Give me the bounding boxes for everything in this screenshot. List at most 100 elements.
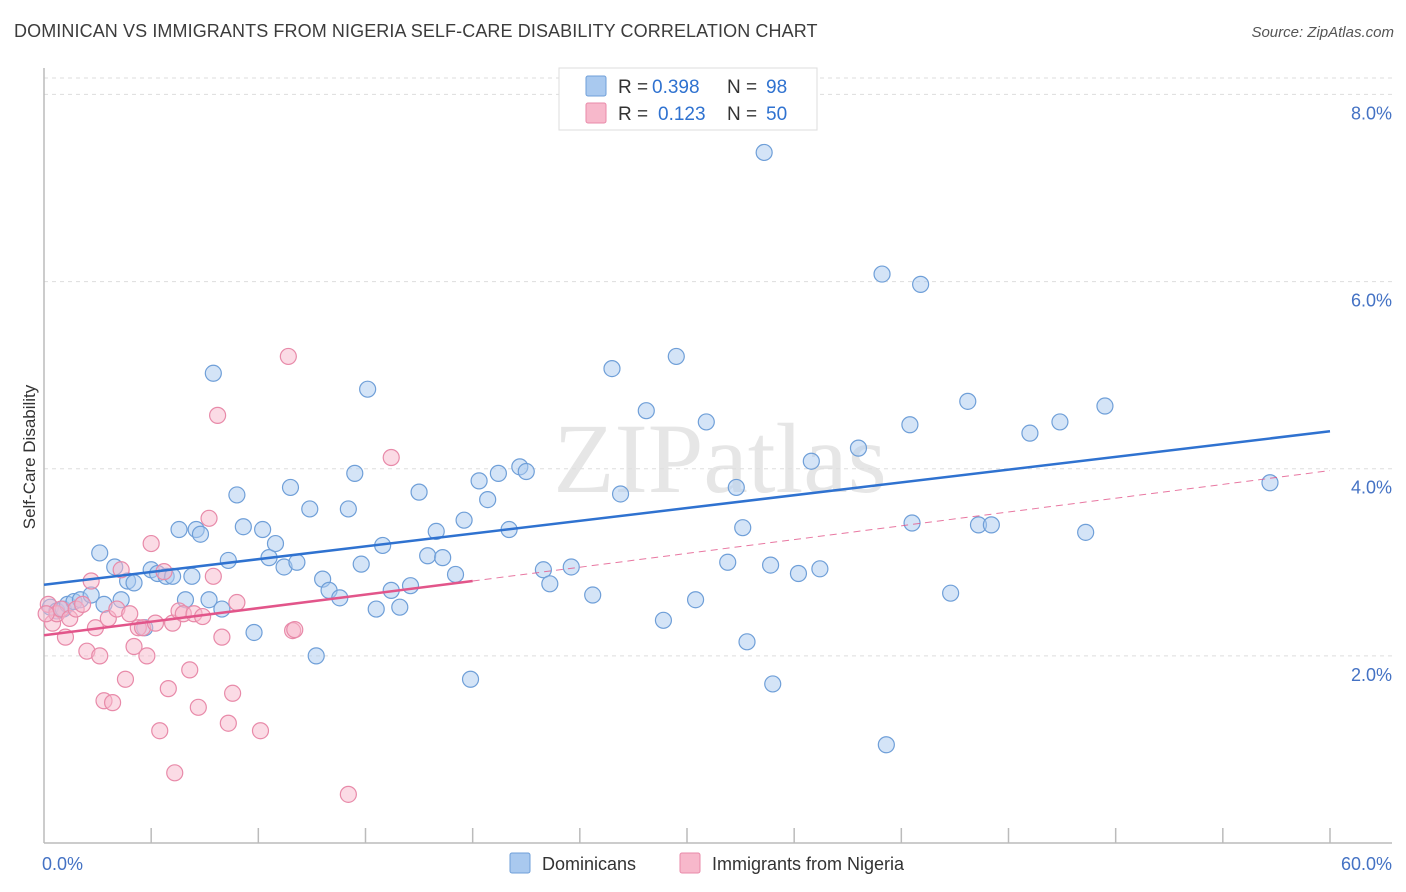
dominican-point-27 — [228, 486, 246, 504]
dominican-point-67 — [603, 359, 621, 378]
nigeria-point-36 — [200, 509, 218, 527]
dominican-point-48 — [391, 598, 409, 616]
dominican-point-63 — [534, 561, 552, 579]
dominican-point-45 — [367, 600, 385, 618]
dominican-point-65 — [562, 558, 580, 576]
dominican-point-28 — [234, 518, 252, 536]
dominican-point-72 — [686, 591, 705, 609]
dominican-point-95 — [1051, 413, 1069, 431]
dominican-point-24 — [204, 364, 222, 382]
legend-swatch-blue — [585, 75, 607, 97]
dominican-point-70 — [654, 611, 673, 629]
x-ticks — [150, 828, 1331, 843]
dominican-point-7 — [91, 544, 109, 562]
nigeria-point-22 — [138, 647, 156, 665]
nigeria-point-41 — [224, 684, 242, 702]
dominican-point-56 — [461, 670, 480, 688]
dominican-point-34 — [281, 478, 300, 497]
y-tick-label-1: 4.0% — [1351, 478, 1392, 498]
dominican-point-74 — [719, 553, 737, 571]
dominican-point-64 — [541, 575, 559, 593]
legend-n-value-1: 98 — [766, 77, 787, 98]
dominican-point-20 — [183, 567, 201, 585]
dominican-point-30 — [254, 520, 272, 539]
dominican-point-85 — [873, 265, 891, 283]
dominican-trend-line — [43, 430, 1331, 586]
trend-lines — [43, 430, 1331, 637]
dominican-point-84 — [849, 439, 868, 457]
chart-title: DOMINICAN VS IMMIGRANTS FROM NIGERIA SEL… — [14, 21, 818, 41]
dominican-point-43 — [352, 555, 370, 573]
nigeria-point-11 — [91, 647, 109, 665]
dominican-point-55 — [455, 511, 473, 529]
y-tick-label-2: 6.0% — [1351, 291, 1392, 311]
dominican-point-37 — [307, 647, 325, 665]
nigeria-point-40 — [219, 714, 237, 732]
watermark: ZIPatlas — [553, 403, 886, 514]
nigeria-point-48 — [382, 448, 400, 467]
dominican-point-77 — [738, 633, 756, 651]
nigeria-point-37 — [204, 567, 222, 585]
nigeria-point-43 — [251, 722, 270, 740]
nigeria-point-47 — [339, 785, 357, 803]
dominican-point-83 — [811, 560, 829, 578]
dominican-point-71 — [667, 347, 685, 366]
nigeria-point-23 — [142, 534, 160, 553]
nigeria-point-38 — [209, 406, 227, 424]
dominican-point-80 — [761, 556, 780, 574]
dominican-point-58 — [479, 490, 497, 509]
nigeria-point-14 — [103, 694, 122, 712]
dominican-point-22 — [191, 525, 210, 543]
legend-r-value-1: 0.398 — [652, 77, 700, 98]
dominican-point-32 — [266, 534, 285, 553]
dominican-point-79 — [764, 675, 782, 693]
dominican-point-68 — [611, 485, 630, 503]
dominican-point-89 — [901, 416, 919, 434]
nigeria-point-44 — [279, 347, 297, 366]
dominican-point-59 — [489, 464, 507, 482]
nigeria-point-16 — [112, 561, 130, 579]
y-axis-label: Self-Care Disability — [20, 384, 39, 529]
dominican-point-18 — [170, 520, 188, 539]
nigeria-point-27 — [159, 680, 177, 698]
legend-n-label-1: N = — [727, 77, 757, 98]
dominican-point-35 — [288, 553, 306, 571]
dominican-point-87 — [912, 275, 930, 293]
gridlines — [44, 77, 1392, 657]
dominican-point-54 — [446, 565, 465, 584]
dominican-point-81 — [789, 564, 808, 583]
nigeria-point-18 — [121, 605, 139, 623]
dominican-point-76 — [734, 519, 752, 537]
dominican-point-90 — [942, 584, 960, 602]
dominican-point-66 — [584, 586, 602, 604]
legend-swatch-pink — [585, 102, 607, 124]
nigeria-point-42 — [228, 593, 246, 612]
legend-r-value-2: 0.123 — [658, 104, 706, 125]
dominican-point-97 — [1096, 397, 1114, 415]
y-tick-label-0: 2.0% — [1351, 665, 1392, 685]
bottom-legend-swatch-blue — [509, 852, 531, 874]
series-legend: Dominicans Immigrants from Nigeria — [509, 852, 905, 874]
dominican-point-49 — [401, 577, 420, 595]
x-tick-label-left: 0.0% — [42, 854, 83, 874]
nigeria-point-25 — [151, 722, 169, 740]
nigeria-point-17 — [116, 670, 135, 688]
bottom-legend-label-dominicans: Dominicans — [542, 854, 636, 874]
legend-n-label-2: N = — [727, 104, 757, 125]
nigeria-trend-line — [43, 579, 473, 637]
correlation-legend: R = 0.398 N = 98 R = 0.123 N = 50 — [558, 67, 818, 131]
dominican-point-96 — [1077, 523, 1095, 541]
bottom-legend-swatch-pink — [679, 852, 701, 874]
x-tick-label-right: 60.0% — [1341, 854, 1392, 874]
dominican-point-82 — [802, 452, 820, 470]
dominican-point-91 — [959, 392, 977, 410]
dominican-point-50 — [410, 483, 428, 501]
dominican-point-41 — [339, 500, 357, 518]
nigeria-point-7 — [73, 595, 92, 613]
legend-r-label-1: R = — [618, 77, 648, 98]
nigeria-trend-extension — [472, 470, 1331, 582]
nigeria-point-34 — [189, 698, 207, 716]
dominican-point-86 — [877, 736, 895, 754]
dominican-point-69 — [637, 402, 655, 420]
